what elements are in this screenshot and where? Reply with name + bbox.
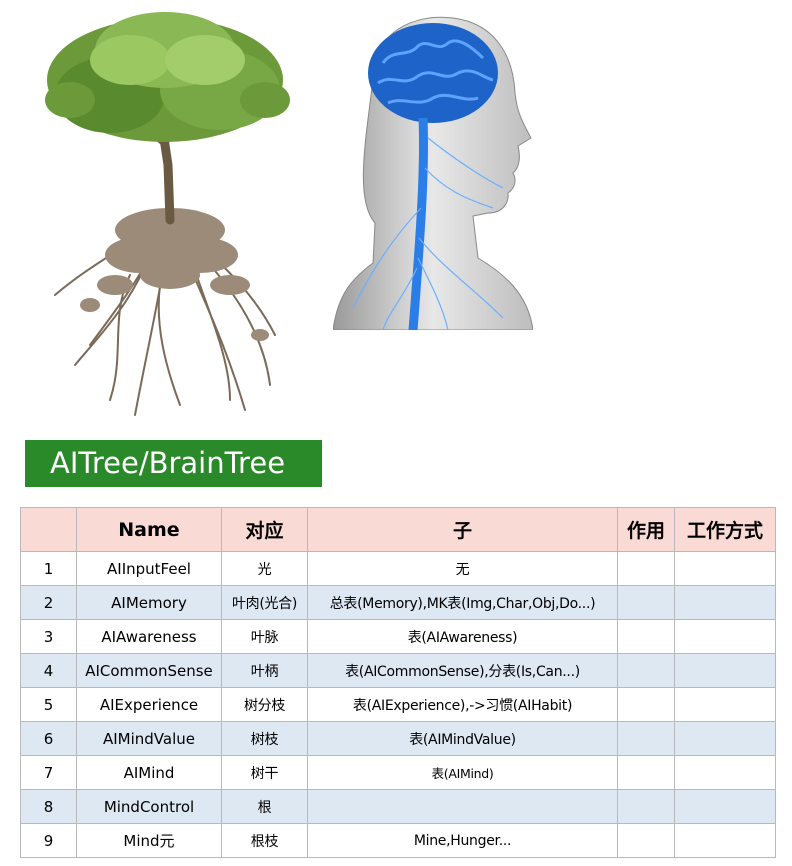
row-relation: 树枝	[221, 721, 308, 756]
table-row: 2 AIMemory 叶肉(光合) 总表(Memory),MK表(Img,Cha…	[20, 585, 776, 620]
row-child: 表(AIMindValue)	[307, 721, 618, 756]
row-child	[307, 789, 618, 824]
row-name: AIAwareness	[76, 619, 222, 654]
row-relation: 树干	[221, 755, 308, 790]
row-name: AIMindValue	[76, 721, 222, 756]
row-relation: 叶柄	[221, 653, 308, 688]
row-relation: 根	[221, 789, 308, 824]
row-usage	[617, 823, 675, 858]
row-number: 4	[20, 653, 77, 688]
row-method	[674, 687, 776, 722]
row-method	[674, 755, 776, 790]
header-name: Name	[76, 507, 222, 552]
row-method	[674, 653, 776, 688]
row-name: AIMind	[76, 755, 222, 790]
row-usage	[617, 619, 675, 654]
row-relation: 叶肉(光合)	[221, 585, 308, 620]
header-relation: 对应	[221, 507, 308, 552]
tree-illustration	[45, 12, 290, 416]
row-name: Mind元	[76, 823, 222, 858]
row-child: 表(AICommonSense),分表(Is,Can...)	[307, 653, 618, 688]
row-usage	[617, 653, 675, 688]
row-number: 8	[20, 789, 77, 824]
row-method	[674, 551, 776, 586]
brain-head-illustration	[333, 16, 533, 330]
table-header-row: Name 对应 子 作用 工作方式	[20, 507, 776, 552]
table-row: 5 AIExperience 树分枝 表(AIExperience),->习惯(…	[20, 687, 776, 722]
row-relation: 光	[221, 551, 308, 586]
header-child: 子	[307, 507, 618, 552]
table-row: 9 Mind元 根枝 Mine,Hunger...	[20, 823, 776, 858]
row-usage	[617, 755, 675, 790]
row-name: AIMemory	[76, 585, 222, 620]
row-method	[674, 619, 776, 654]
row-name: AIInputFeel	[76, 551, 222, 586]
row-number: 6	[20, 721, 77, 756]
row-child: Mine,Hunger...	[307, 823, 618, 858]
row-number: 9	[20, 823, 77, 858]
row-number: 3	[20, 619, 77, 654]
row-relation: 树分枝	[221, 687, 308, 722]
title-banner: AITree/BrainTree	[25, 440, 322, 487]
row-number: 2	[20, 585, 77, 620]
row-child: 总表(Memory),MK表(Img,Char,Obj,Do...)	[307, 585, 618, 620]
row-usage	[617, 687, 675, 722]
row-usage	[617, 721, 675, 756]
row-usage	[617, 585, 675, 620]
row-usage	[617, 789, 675, 824]
table-row: 1 AIInputFeel 光 无	[20, 551, 776, 586]
table-row: 3 AIAwareness 叶脉 表(AIAwareness)	[20, 619, 776, 654]
row-relation: 叶脉	[221, 619, 308, 654]
row-name: MindControl	[76, 789, 222, 824]
row-method	[674, 721, 776, 756]
row-number: 5	[20, 687, 77, 722]
row-child: 表(AIExperience),->习惯(AIHabit)	[307, 687, 618, 722]
tree-table: Name 对应 子 作用 工作方式 1 AIInputFeel 光 无 2 AI…	[20, 507, 776, 858]
row-name: AIExperience	[76, 687, 222, 722]
row-method	[674, 789, 776, 824]
row-name: AICommonSense	[76, 653, 222, 688]
row-child: 表(AIMind)	[307, 755, 618, 790]
row-number: 1	[20, 551, 77, 586]
row-child: 表(AIAwareness)	[307, 619, 618, 654]
row-relation: 根枝	[221, 823, 308, 858]
row-number: 7	[20, 755, 77, 790]
row-usage	[617, 551, 675, 586]
header-method: 工作方式	[674, 507, 776, 552]
table-row: 4 AICommonSense 叶柄 表(AICommonSense),分表(I…	[20, 653, 776, 688]
row-child: 无	[307, 551, 618, 586]
table-row: 7 AIMind 树干 表(AIMind)	[20, 755, 776, 790]
header-index	[20, 507, 77, 552]
table-row: 8 MindControl 根	[20, 789, 776, 824]
table-row: 6 AIMindValue 树枝 表(AIMindValue)	[20, 721, 776, 756]
row-method	[674, 823, 776, 858]
header-usage: 作用	[617, 507, 675, 552]
row-method	[674, 585, 776, 620]
